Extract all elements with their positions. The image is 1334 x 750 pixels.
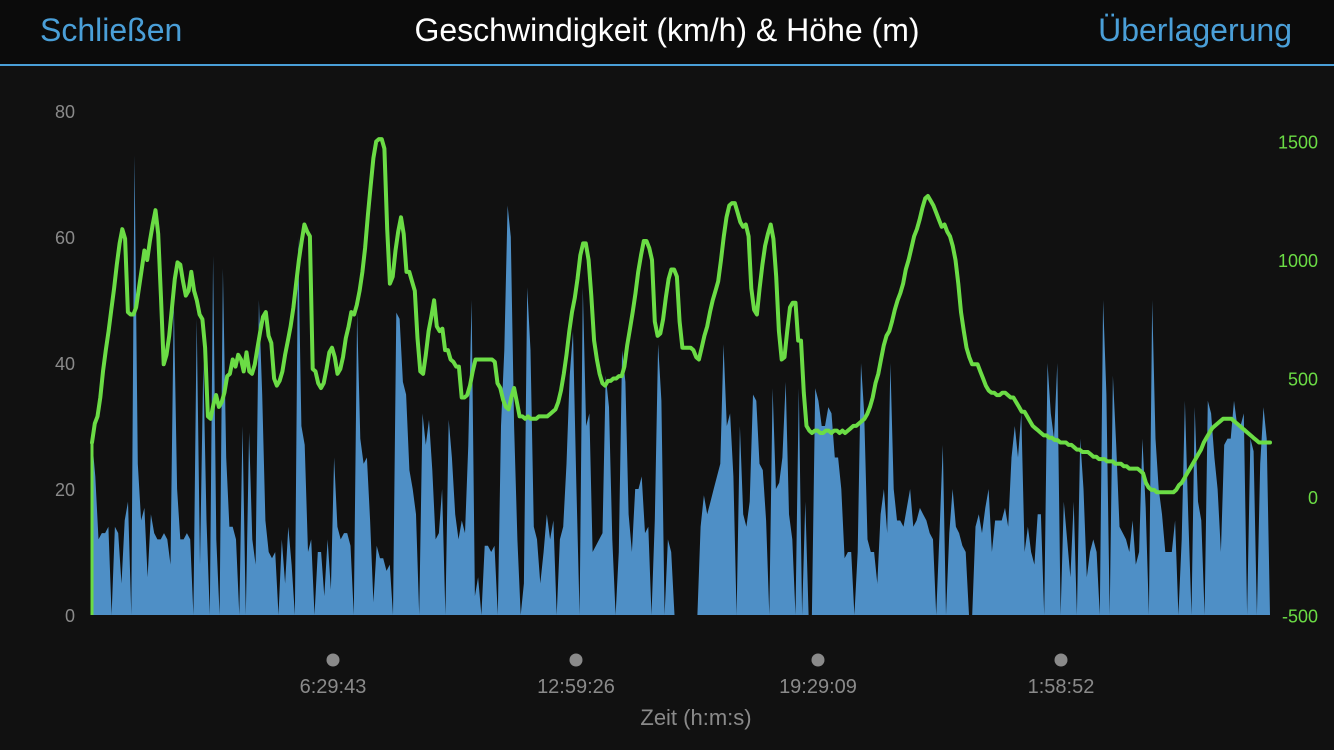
- right-tick-label: -500: [1282, 607, 1318, 627]
- overlay-button[interactable]: Überlagerung: [1098, 12, 1292, 48]
- plot-area: [90, 137, 1272, 615]
- left-axis: 0 20 40 60 80: [55, 102, 75, 626]
- x-tick-marker: [1054, 653, 1068, 667]
- x-axis: 6:29:43 12:59:26 19:29:09 1:58:52: [300, 653, 1095, 698]
- right-axis: -500 0 500 1000 1500: [1278, 133, 1318, 627]
- close-button[interactable]: Schließen: [40, 12, 183, 48]
- left-tick-label: 80: [55, 102, 75, 122]
- right-tick-label: 1500: [1278, 133, 1318, 153]
- speed-area: [92, 155, 1270, 615]
- x-tick-marker: [811, 653, 825, 667]
- right-tick-label: 500: [1288, 370, 1318, 390]
- x-tick-label: 19:29:09: [779, 676, 857, 698]
- left-tick-label: 20: [55, 480, 75, 500]
- speed-altitude-chart: 0 20 40 60 80 -500 0 500 1000 1500 6:29:43 12:59:…: [55, 102, 1318, 730]
- top-bar: Schließen Geschwindigkeit (km/h) & Höhe …: [0, 0, 1334, 66]
- x-tick-label: 6:29:43: [300, 676, 367, 698]
- left-tick-label: 60: [55, 228, 75, 248]
- right-tick-label: 1000: [1278, 251, 1318, 271]
- x-axis-label: Zeit (h:m:s): [640, 705, 751, 730]
- right-tick-label: 0: [1308, 488, 1318, 508]
- x-tick-marker: [569, 653, 583, 667]
- x-tick-label: 1:58:52: [1028, 676, 1095, 698]
- x-tick-marker: [326, 653, 340, 667]
- left-tick-label: 40: [55, 354, 75, 374]
- x-tick-label: 12:59:26: [537, 676, 615, 698]
- left-tick-label: 0: [65, 606, 75, 626]
- altitude-line: [90, 137, 1272, 495]
